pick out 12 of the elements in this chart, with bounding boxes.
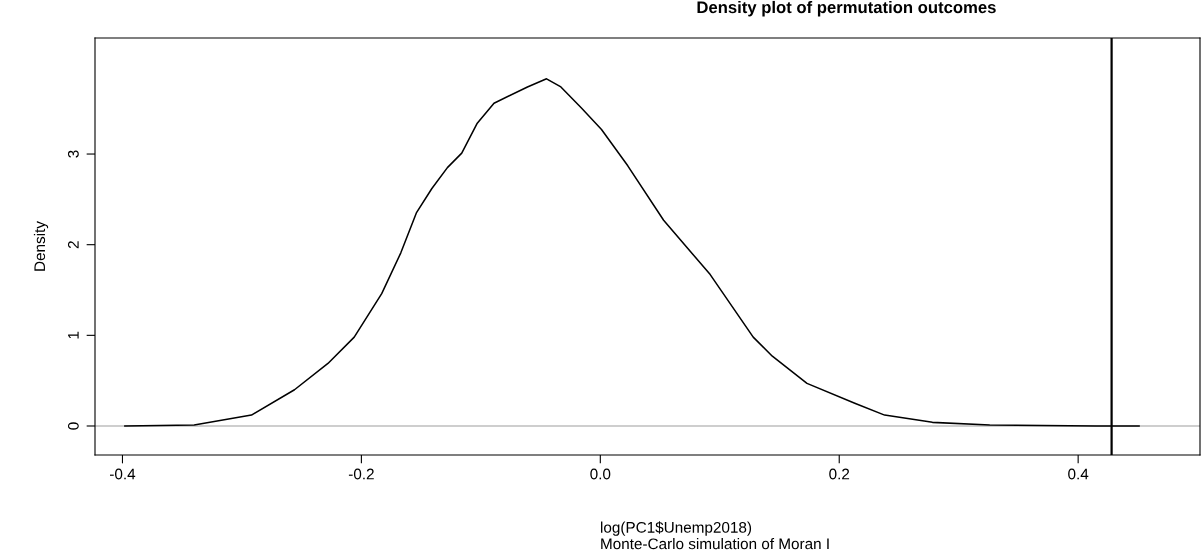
x-tick-label: -0.2 <box>348 468 374 480</box>
x-tick-label: 0.2 <box>829 468 850 480</box>
y-tick-label: 3 <box>67 150 79 158</box>
x-tick-label: 0.4 <box>1068 468 1089 480</box>
y-tick-label: 2 <box>67 241 79 249</box>
y-tick-label: 1 <box>68 331 79 339</box>
x-tick-label: -0.4 <box>109 468 136 480</box>
x-axis-title: log(PC1$Unemp2018) Monte-Carlo simulation of Moran I <box>601 521 829 550</box>
x-tick-label: 0.0 <box>590 468 611 480</box>
y-axis-title: Density <box>33 221 49 271</box>
y-tick-label: 0 <box>67 422 79 430</box>
chart-title: Density plot of permutation outcomes <box>697 0 996 17</box>
